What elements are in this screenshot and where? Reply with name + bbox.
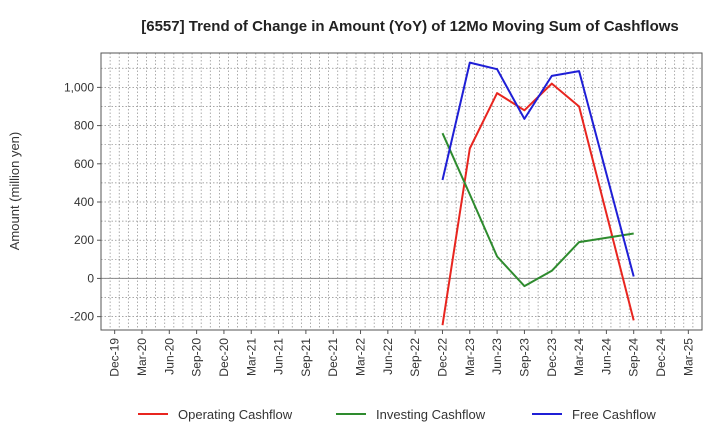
grid xyxy=(100,53,703,330)
series-line-investing-cashflow xyxy=(441,132,634,288)
x-tick-label: Dec-20 xyxy=(217,338,231,377)
legend: Operating Cashflow Investing Cashflow Free… xyxy=(138,407,656,422)
x-tick-label: Dec-21 xyxy=(326,338,340,377)
y-axis-ticks: -200 0 200 400 600 800 1,000 xyxy=(64,80,101,324)
x-tick-label: Dec-19 xyxy=(108,338,122,377)
y-tick-label: 800 xyxy=(74,119,94,133)
legend-label: Operating Cashflow xyxy=(178,407,293,422)
chart-title: [6557] Trend of Change in Amount (YoY) o… xyxy=(141,18,679,35)
series-line-free-cashflow xyxy=(441,61,635,277)
x-tick-label: Mar-20 xyxy=(135,338,149,376)
x-tick-label: Jun-23 xyxy=(490,338,504,375)
x-tick-label: Sep-24 xyxy=(627,338,641,377)
x-tick-label: Jun-24 xyxy=(599,338,613,375)
x-tick-label: Mar-23 xyxy=(463,338,477,376)
x-tick-label: Dec-24 xyxy=(654,338,668,377)
plot-frame xyxy=(100,52,703,331)
y-tick-label: 1,000 xyxy=(64,80,94,94)
x-tick-label: Jun-20 xyxy=(162,338,176,375)
x-tick-label: Sep-22 xyxy=(408,338,422,377)
series-line-operating-cashflow xyxy=(441,82,635,326)
legend-label: Investing Cashflow xyxy=(376,407,486,422)
y-tick-label: 600 xyxy=(74,157,94,171)
x-tick-label: Jun-21 xyxy=(272,338,286,375)
series-layer xyxy=(441,61,635,326)
legend-label: Free Cashflow xyxy=(572,407,656,422)
y-tick-label: 200 xyxy=(74,233,94,247)
x-tick-label: Jun-22 xyxy=(381,338,395,375)
x-tick-label: Dec-22 xyxy=(435,338,449,377)
x-tick-label: Mar-22 xyxy=(354,338,368,376)
x-tick-label: Mar-25 xyxy=(681,338,695,376)
x-tick-label: Mar-24 xyxy=(572,338,586,376)
x-axis-ticks: Dec-19 Mar-20 Jun-20 Sep-20 Dec-20 Mar-21 Jun-… xyxy=(108,330,695,377)
y-axis-label: Amount (million yen) xyxy=(7,132,22,251)
x-tick-label: Sep-23 xyxy=(517,338,531,377)
x-tick-label: Sep-21 xyxy=(299,338,313,377)
y-tick-label: -200 xyxy=(70,310,94,324)
x-tick-label: Sep-20 xyxy=(190,338,204,377)
x-tick-label: Dec-23 xyxy=(545,338,559,377)
y-tick-label: 0 xyxy=(87,271,94,285)
y-tick-label: 400 xyxy=(74,195,94,209)
x-tick-label: Mar-21 xyxy=(244,338,258,376)
